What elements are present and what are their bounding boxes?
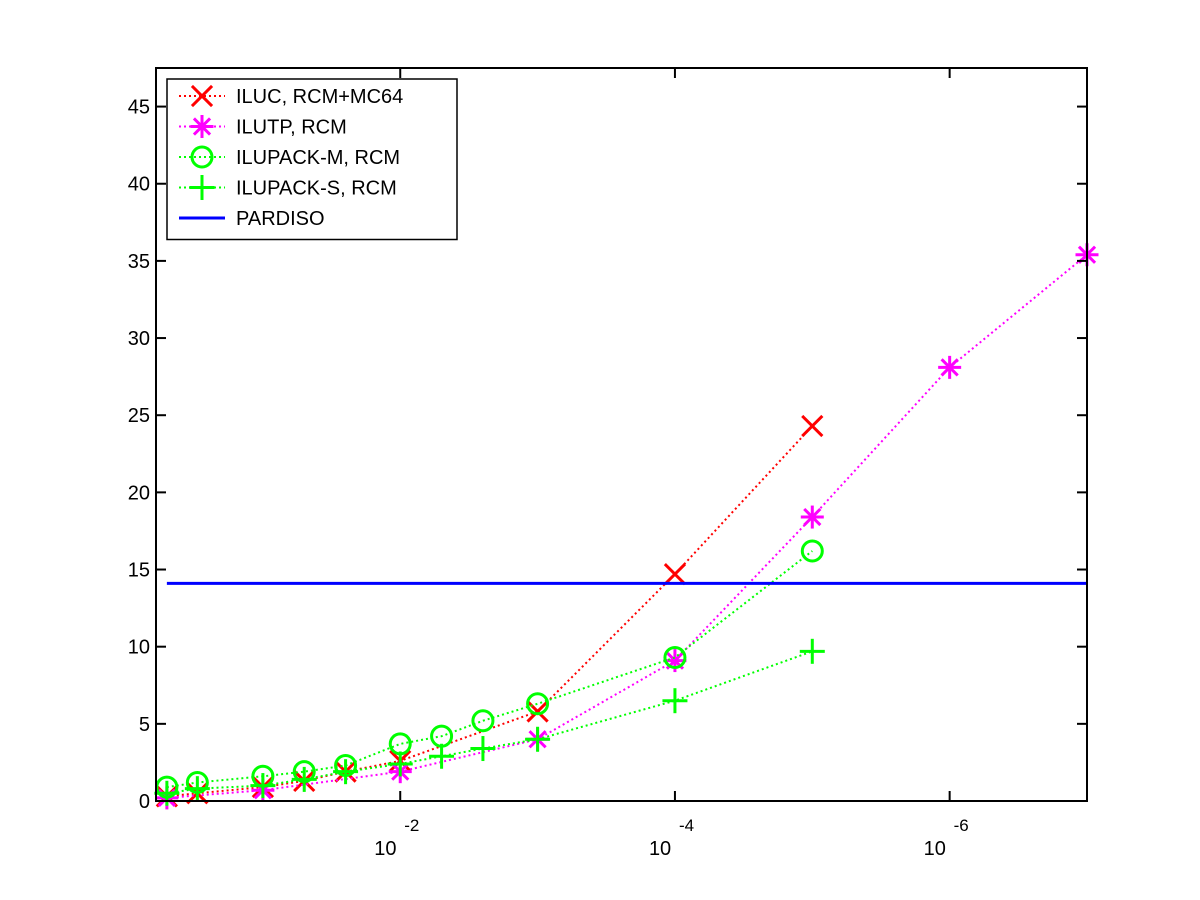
- data-point-9: [663, 645, 687, 669]
- data-point-7: [470, 736, 496, 762]
- legend: ILUC, RCM+MC64 ILUTP, RCM ILUPACK-M, RCM IL…: [166, 78, 458, 241]
- legend-label: ILUPACK-M, RCM: [236, 147, 400, 169]
- axes-frame: [155, 67, 1088, 802]
- y-tick-label: 10: [128, 637, 150, 659]
- data-point-8: [525, 726, 551, 752]
- legend-marker: [190, 145, 214, 169]
- data-point-3: [291, 766, 317, 792]
- data-point-5: [387, 751, 413, 777]
- y-tick-label: 30: [128, 328, 150, 350]
- data-point-7: [663, 563, 687, 586]
- ticks-layer: 0 5 10 15 20 25 30 35 40 45 -2 10 -4 10 -6 10: [128, 68, 1087, 860]
- y-tick-label: 45: [128, 97, 150, 119]
- data-point-7: [471, 709, 495, 733]
- legend-label: PARDISO: [236, 208, 325, 230]
- legend-item: PARDISO: [179, 208, 325, 230]
- data-point-5: [800, 505, 824, 529]
- legend-marker: [190, 115, 214, 138]
- y-tick-label: 25: [128, 405, 150, 427]
- legend-box: [166, 78, 458, 241]
- legend-item: ILUPACK-S, RCM: [179, 175, 397, 200]
- y-tick-label: 40: [128, 174, 150, 196]
- series-line: [166, 253, 1088, 799]
- data-point-6: [429, 743, 455, 769]
- y-tick-label: 15: [128, 560, 150, 582]
- y-tick-label: 35: [128, 251, 150, 273]
- series-line: [166, 550, 813, 789]
- x-tick-exponent: -2: [404, 816, 419, 835]
- data-point-1: [184, 776, 210, 802]
- data-point-6: [938, 355, 962, 379]
- x-tick-base: 10: [924, 838, 946, 860]
- legend-item: ILUPACK-M, RCM: [179, 145, 400, 169]
- data-point-8: [526, 692, 550, 716]
- data-point-10: [800, 539, 824, 563]
- legend-marker: [189, 175, 215, 200]
- legend-marker: [190, 84, 214, 108]
- x-tick-exponent: -6: [954, 816, 969, 835]
- series-2: [155, 539, 824, 799]
- y-tick-label: 20: [128, 482, 150, 504]
- legend-label: ILUPACK-S, RCM: [236, 178, 397, 200]
- legend-label: ILUC, RCM+MC64: [236, 86, 403, 108]
- x-tick-base: 10: [649, 838, 671, 860]
- x-tick-base: 10: [374, 838, 396, 860]
- y-tick-label: 0: [139, 791, 150, 813]
- data-point-2: [250, 773, 276, 799]
- series-3: [154, 638, 825, 806]
- x-tick-exponent: -4: [679, 816, 694, 835]
- series-layer: [154, 243, 1099, 810]
- data-point-4: [333, 759, 359, 785]
- data-point-9: [662, 688, 688, 714]
- y-tick-label: 5: [139, 714, 150, 736]
- data-point-8: [801, 414, 824, 438]
- data-point-10: [799, 638, 825, 664]
- legend-item: ILUC, RCM+MC64: [179, 84, 403, 108]
- legend-item: ILUTP, RCM: [179, 115, 347, 139]
- legend-label: ILUTP, RCM: [236, 117, 347, 139]
